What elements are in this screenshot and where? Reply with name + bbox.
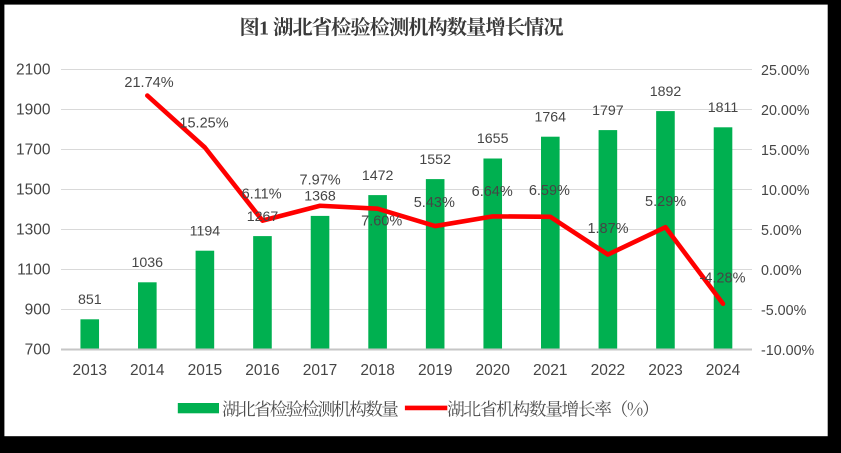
svg-text:1764: 1764 [535, 109, 567, 125]
svg-text:2014: 2014 [130, 362, 165, 379]
svg-text:700: 700 [25, 342, 51, 359]
svg-text:6.64%: 6.64% [472, 184, 513, 200]
svg-text:1036: 1036 [132, 255, 164, 271]
svg-text:25.00%: 25.00% [761, 63, 810, 79]
svg-text:1500: 1500 [16, 182, 51, 199]
svg-text:-5.00%: -5.00% [761, 303, 807, 319]
svg-text:2024: 2024 [706, 362, 741, 379]
svg-text:7.97%: 7.97% [300, 173, 341, 189]
svg-text:1300: 1300 [16, 222, 51, 239]
svg-text:5.29%: 5.29% [645, 194, 686, 210]
svg-text:21.74%: 21.74% [124, 75, 173, 91]
svg-text:2015: 2015 [188, 362, 222, 379]
svg-text:7.60%: 7.60% [361, 214, 402, 230]
svg-text:2021: 2021 [533, 362, 567, 379]
svg-text:6.59%: 6.59% [529, 183, 570, 199]
svg-text:1655: 1655 [477, 131, 509, 147]
svg-text:2020: 2020 [475, 362, 510, 379]
svg-text:15.25%: 15.25% [179, 116, 228, 132]
svg-text:2100: 2100 [16, 62, 51, 79]
svg-text:1811: 1811 [708, 100, 739, 116]
svg-text:1472: 1472 [362, 168, 394, 184]
svg-text:1.87%: 1.87% [587, 221, 628, 237]
svg-text:1: 1 [259, 17, 269, 39]
svg-text:5.00%: 5.00% [761, 223, 802, 239]
svg-text:5.43%: 5.43% [414, 195, 455, 211]
svg-text:1892: 1892 [650, 84, 682, 100]
svg-text:1368: 1368 [304, 189, 336, 205]
svg-text:851: 851 [78, 292, 102, 308]
svg-text:2023: 2023 [648, 362, 682, 379]
svg-text:10.00%: 10.00% [761, 183, 810, 199]
svg-text:1700: 1700 [16, 142, 51, 159]
svg-text:900: 900 [25, 302, 51, 319]
svg-text:1267: 1267 [247, 209, 279, 225]
svg-text:2017: 2017 [303, 362, 337, 379]
svg-text:1797: 1797 [592, 103, 624, 119]
svg-text:2013: 2013 [73, 362, 107, 379]
svg-text:2022: 2022 [591, 362, 625, 379]
svg-text:1552: 1552 [419, 152, 451, 168]
svg-text:1900: 1900 [16, 102, 51, 119]
svg-text:0.00%: 0.00% [761, 263, 802, 279]
svg-text:2019: 2019 [418, 362, 452, 379]
svg-text:1194: 1194 [190, 223, 221, 239]
svg-text:6.11%: 6.11% [242, 186, 282, 202]
svg-text:2018: 2018 [360, 362, 394, 379]
svg-text:-4.28%: -4.28% [700, 270, 746, 286]
svg-text:20.00%: 20.00% [761, 103, 810, 119]
svg-text:-10.00%: -10.00% [761, 343, 815, 359]
svg-text:1100: 1100 [17, 262, 51, 279]
svg-text:2016: 2016 [245, 362, 279, 379]
svg-text:15.00%: 15.00% [761, 143, 810, 159]
